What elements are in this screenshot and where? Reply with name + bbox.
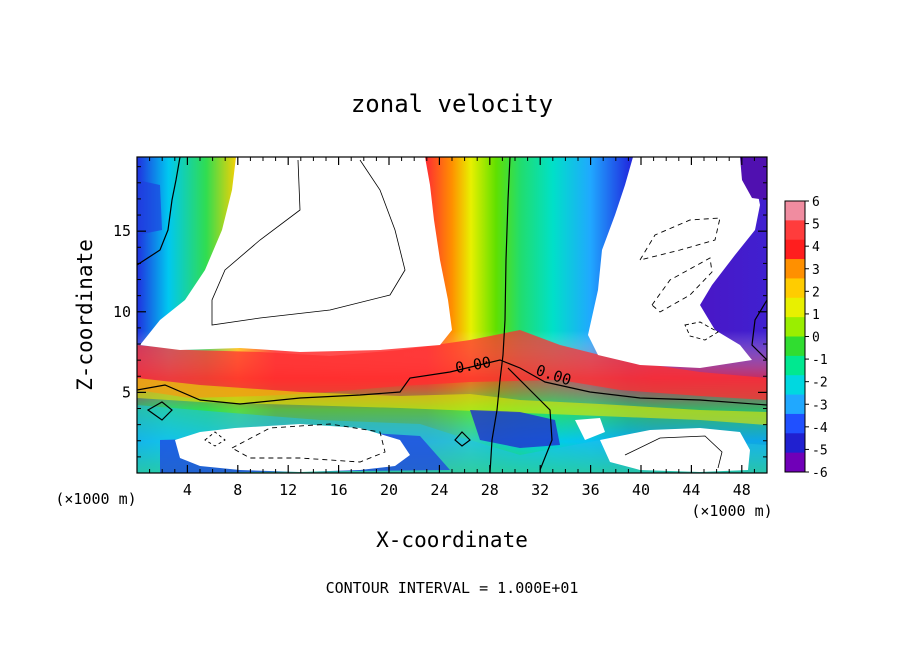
- x-tick-label: 28: [481, 481, 499, 499]
- colorbar-segment: [785, 220, 805, 241]
- x-tick-label: 16: [330, 481, 348, 499]
- contour-interval-footer: CONTOUR INTERVAL = 1.000E+01: [326, 579, 579, 597]
- colorbar-segment: [785, 297, 805, 318]
- x-tick-label: 40: [632, 481, 650, 499]
- red-band: [137, 330, 767, 400]
- chart-title: zonal velocity: [351, 90, 553, 118]
- contour-loop-small-left: [146, 401, 173, 421]
- colorbar-segment: [785, 452, 805, 473]
- x-tick-label: 36: [582, 481, 600, 499]
- x-tick-label: 8: [233, 481, 242, 499]
- colorbar-segment: [785, 317, 805, 337]
- x-tick-label: 44: [682, 481, 700, 499]
- yellow-band: [137, 378, 767, 425]
- contour-right-lower: [507, 367, 553, 471]
- y-tick-label: 5: [122, 383, 131, 401]
- y-axis: 5 10 15: [113, 166, 767, 458]
- x-tick-label: 24: [430, 481, 448, 499]
- contour-dashed-small-right: [684, 321, 719, 341]
- colorbar-tick-label: 1: [812, 308, 820, 323]
- colorbar-tick-label: 2: [812, 285, 820, 300]
- x-tick-label: 12: [279, 481, 297, 499]
- colorbar-segment: [785, 201, 805, 221]
- contour-inner-upper-left: [211, 159, 406, 326]
- plot-area: [137, 157, 767, 473]
- contour-zero-left: [137, 157, 181, 266]
- contour-dashed-lower-left: [231, 423, 386, 463]
- x-axis-label: X-coordinate: [376, 528, 528, 552]
- x-tick-label: 4: [183, 481, 192, 499]
- colorbar-tick-label: -6: [812, 466, 828, 481]
- colorbar-tick-label: -4: [812, 421, 828, 436]
- colorbar-segment: [785, 413, 805, 434]
- colorbar-tick-label: -3: [812, 398, 828, 413]
- colorbar-segment: [785, 433, 805, 454]
- x-axis: 4 8 12 16 20 24 28 32 36 40 44 48: [149, 157, 755, 499]
- colorbar-tick-label: -2: [812, 376, 828, 391]
- contour-dashed-small-lower-left: [204, 431, 226, 447]
- contour-label-left: 0.00: [454, 353, 493, 377]
- x-unit-left: (×1000 m): [55, 490, 136, 508]
- colorbar-segment: [785, 278, 805, 299]
- clipped-region-upper-left: [140, 157, 452, 352]
- x-tick-label: 32: [531, 481, 549, 499]
- colorbar-tick-label: 4: [812, 240, 820, 255]
- contour-right-edge: [751, 299, 767, 361]
- colorbar-segment: [785, 375, 805, 396]
- y-tick-label: 10: [113, 303, 131, 321]
- colorbar-tick-label: 5: [812, 218, 820, 233]
- contour-loop-center-bottom: [454, 431, 471, 447]
- y-axis-label: Z-coordinate: [73, 239, 97, 391]
- contour-dashed-upper-right-2: [651, 257, 713, 313]
- clipped-region-small-right: [575, 418, 605, 440]
- colorbar-segment: [785, 239, 805, 260]
- colorbar-segment: [785, 394, 805, 415]
- contour-lower-right-loop: [624, 435, 723, 469]
- colorbar-tick-label: -1: [812, 353, 828, 368]
- colorbar-tick-label: -5: [812, 443, 828, 458]
- colorbar-tick-label: 0: [812, 331, 820, 346]
- x-tick-label: 20: [380, 481, 398, 499]
- colorbar: 6 5 4 3 2 1 0 -1 -2 -3 -4 -5 -6: [784, 195, 828, 481]
- colorbar-tick-label: 6: [812, 195, 820, 210]
- blue-edge-left: [137, 180, 162, 235]
- contour-zero-lower: [137, 359, 767, 406]
- contour-zero-vertical-center: [489, 157, 511, 473]
- colorbar-segment: [785, 336, 805, 357]
- x-tick-label: 48: [733, 481, 751, 499]
- y-tick-label: 15: [113, 222, 131, 240]
- clipped-region-lower-right: [600, 428, 750, 472]
- colorbar-segment: [785, 355, 805, 376]
- clipped-region-lower-left: [175, 424, 410, 472]
- clipped-region-upper-right: [588, 157, 760, 368]
- purple-corner-top-right: [740, 157, 767, 200]
- colorbar-segment: [785, 259, 805, 279]
- contour-dashed-upper-right-1: [639, 217, 721, 261]
- colorbar-tick-label: 3: [812, 263, 820, 278]
- x-unit-right: (×1000 m): [691, 502, 772, 520]
